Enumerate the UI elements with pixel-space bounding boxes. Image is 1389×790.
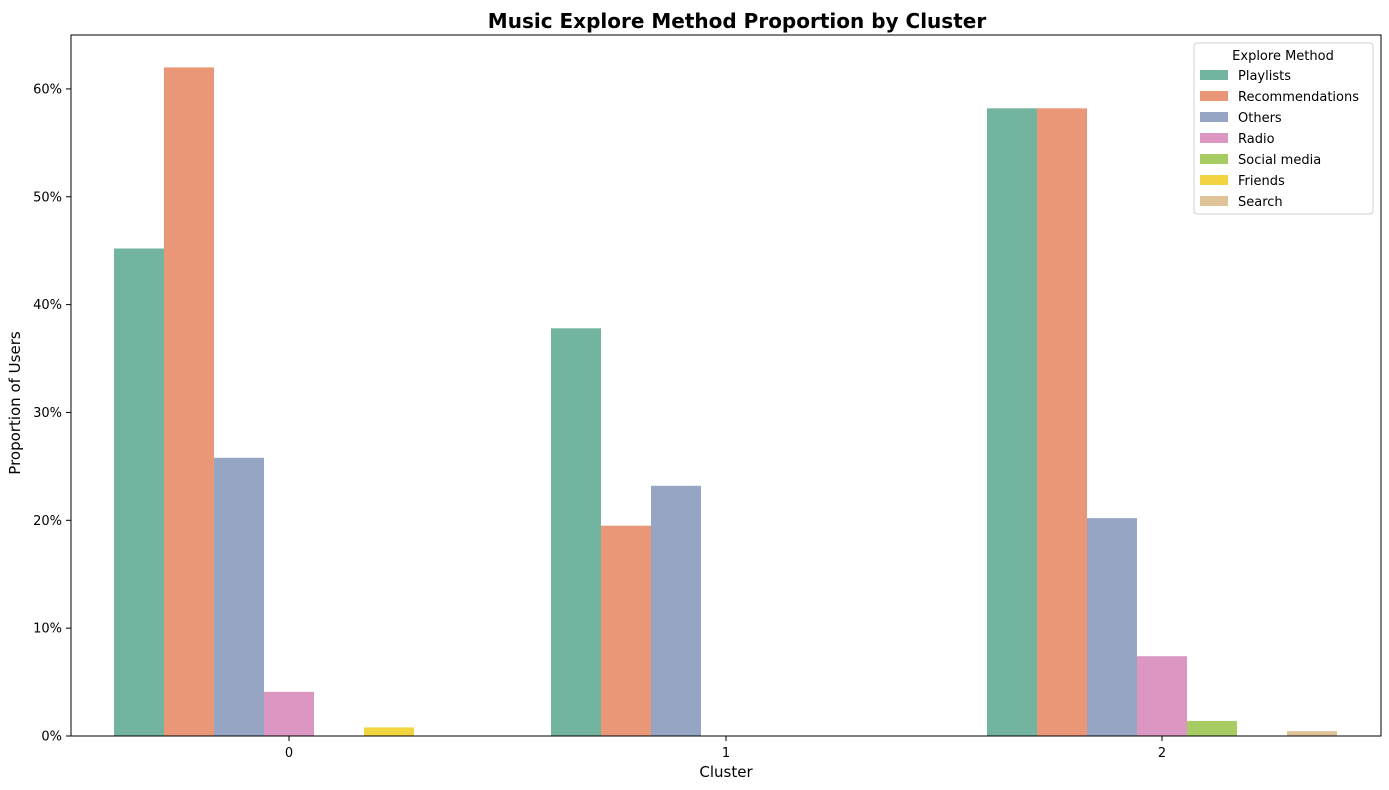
bar-others-cluster-1 [651, 485, 701, 736]
y-axis-label: Proportion of Users [6, 331, 24, 475]
bar-playlists-cluster-1 [551, 328, 601, 736]
chart-title: Music Explore Method Proportion by Clust… [488, 9, 987, 33]
x-axis: 0 1 2 [285, 736, 1166, 761]
legend-swatch [1200, 133, 1228, 143]
y-axis: 0% 10% 20% 30% 40% 50% 60% [33, 82, 71, 745]
bar-recommendations-cluster-0 [164, 67, 214, 736]
legend-box [1193, 42, 1374, 215]
legend-title: Explore Method [1232, 49, 1334, 64]
y-tick-label: 20% [33, 514, 62, 529]
legend-items: Playlists Recommendations Others Radio Socia… [1200, 69, 1359, 210]
y-tick-label: 50% [33, 190, 62, 205]
legend-swatch [1200, 175, 1228, 185]
legend-swatch [1200, 112, 1228, 122]
bar-others-cluster-2 [1087, 518, 1137, 736]
x-tick-label: 1 [722, 746, 730, 761]
x-axis-label: Cluster [699, 763, 753, 781]
bar-playlists-cluster-2 [987, 108, 1037, 737]
bar-search-cluster-2 [1287, 731, 1337, 736]
legend-label: Search [1238, 195, 1283, 210]
y-tick-label: 10% [33, 622, 62, 637]
bar-radio-cluster-0 [264, 691, 314, 736]
x-tick-label: 0 [285, 746, 293, 761]
bar-social-media-cluster-2 [1187, 720, 1237, 736]
bars-group [114, 67, 1337, 737]
legend-swatch [1200, 154, 1228, 164]
x-tick-label: 2 [1158, 746, 1166, 761]
y-tick-label: 0% [41, 730, 62, 745]
legend-label: Friends [1238, 174, 1285, 189]
y-tick-label: 60% [33, 82, 62, 97]
bar-radio-cluster-2 [1137, 656, 1187, 736]
y-tick-label: 40% [33, 298, 62, 313]
legend-swatch [1200, 70, 1228, 80]
legend-swatch [1200, 91, 1228, 101]
bar-playlists-cluster-0 [114, 248, 164, 736]
legend-label: Social media [1238, 153, 1321, 168]
legend-label: Radio [1238, 132, 1275, 147]
bar-friends-cluster-0 [364, 727, 414, 736]
legend-swatch [1200, 196, 1228, 206]
plot-frame [70, 34, 1382, 737]
bar-recommendations-cluster-2 [1037, 108, 1087, 737]
legend-label: Playlists [1238, 69, 1291, 84]
legend-label: Others [1238, 111, 1282, 126]
legend-label: Recommendations [1238, 90, 1359, 105]
legend: Explore Method Playlists Recommendations O… [1193, 42, 1374, 215]
y-tick-label: 30% [33, 406, 62, 421]
bar-recommendations-cluster-1 [601, 525, 651, 736]
bar-others-cluster-0 [214, 457, 264, 736]
